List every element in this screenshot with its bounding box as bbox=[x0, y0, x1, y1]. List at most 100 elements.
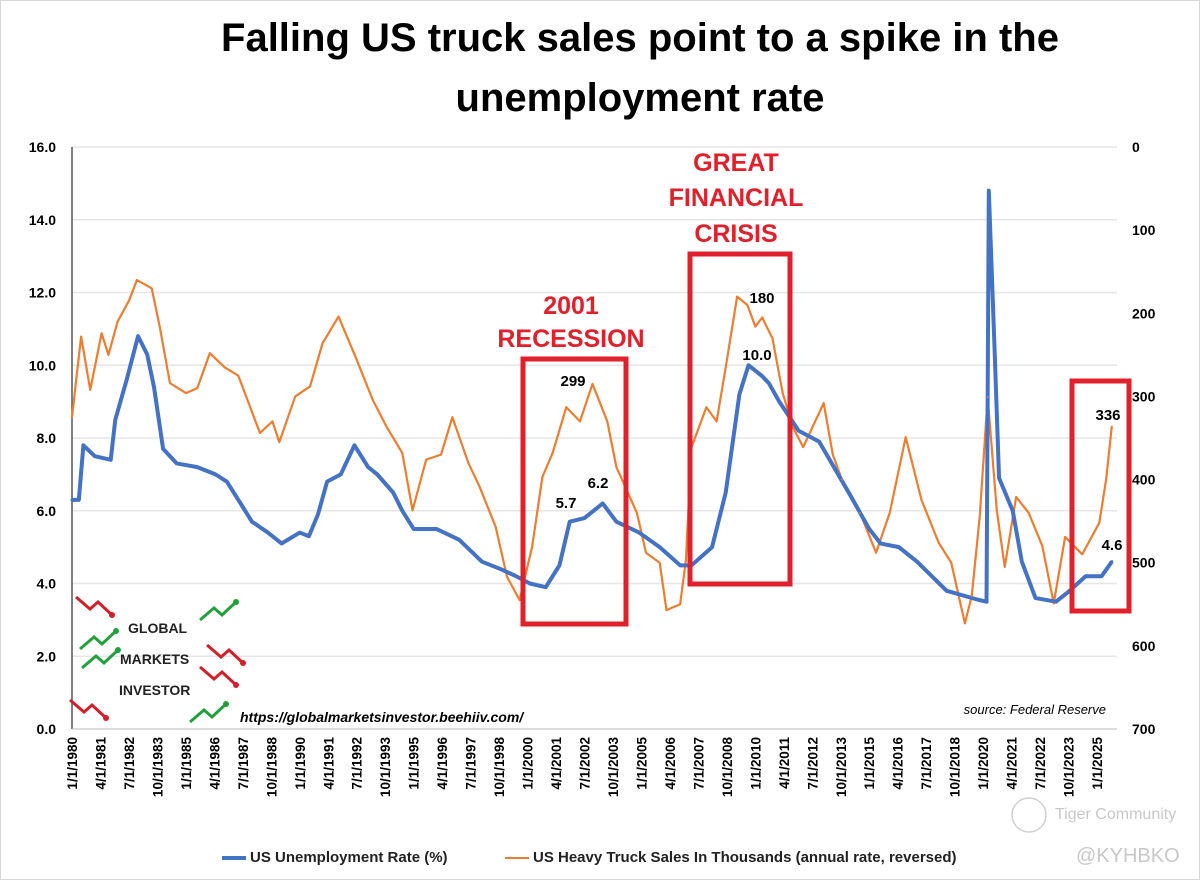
unemployment-point bbox=[1084, 574, 1088, 578]
data-label-5-7: 5.7 bbox=[556, 495, 577, 512]
highlight-box-2025 bbox=[1069, 378, 1132, 614]
truck-sales-point bbox=[440, 453, 442, 456]
unemployment-point bbox=[375, 472, 379, 476]
truck-sales-point bbox=[888, 511, 891, 514]
truck-sales-point bbox=[715, 420, 718, 423]
logo-arrowhead-icon bbox=[115, 647, 121, 653]
x-tick-label: 1/1/2015 bbox=[862, 737, 877, 790]
x-tick-label: 4/1/2001 bbox=[549, 737, 564, 790]
truck-sales-point bbox=[116, 320, 119, 323]
truck-sales-point bbox=[80, 335, 83, 338]
logo-text-markets: MARKETS bbox=[120, 651, 189, 667]
truck-sales-point bbox=[337, 315, 340, 318]
legend-item-trucks: US Heavy Truck Sales In Thousands (annua… bbox=[505, 849, 957, 866]
truck-sales-point bbox=[321, 342, 324, 345]
y-tick-left: 0.0 bbox=[37, 721, 57, 737]
x-tick-label: 10/1/2023 bbox=[1062, 737, 1077, 798]
truck-sales-point bbox=[1064, 536, 1067, 538]
truck-sales-point bbox=[136, 279, 138, 281]
annotation-financial: FINANCIAL bbox=[669, 184, 804, 212]
unemployment-point bbox=[568, 520, 572, 524]
unemployment-point bbox=[847, 491, 851, 495]
unemployment-point bbox=[1020, 560, 1024, 564]
logo-up-arrow-icon bbox=[189, 702, 228, 724]
chart-title-line-1: Falling US truck sales point to a spike … bbox=[221, 16, 1059, 60]
truck-sales-point bbox=[978, 516, 981, 518]
unemployment-point bbox=[298, 531, 302, 535]
unemployment-point bbox=[760, 374, 764, 378]
truck-sales-point bbox=[615, 466, 618, 468]
unemployment-point bbox=[195, 465, 199, 469]
truck-sales-point bbox=[158, 325, 161, 328]
x-tick-label: 1/1/1985 bbox=[179, 737, 194, 790]
source-note: source: Federal Reserve bbox=[964, 702, 1106, 717]
truck-sales-point bbox=[665, 609, 668, 612]
truck-sales-point bbox=[724, 366, 727, 369]
truck-sales-point bbox=[1110, 425, 1113, 428]
unemployment-point bbox=[867, 527, 871, 531]
unemployment-point bbox=[945, 589, 949, 593]
unemployment-point bbox=[152, 385, 156, 389]
highlight-box-2001-recession bbox=[520, 356, 629, 627]
truck-sales-point bbox=[184, 392, 187, 395]
unemployment-point bbox=[985, 600, 989, 604]
annotation-crisis: CRISIS bbox=[694, 220, 777, 248]
watermark-handle: @KYHBKO bbox=[1076, 845, 1180, 867]
unemployment-point bbox=[1011, 509, 1015, 513]
y-tick-left: 14.0 bbox=[29, 212, 56, 228]
unemployment-point bbox=[879, 541, 883, 545]
unemployment-point bbox=[614, 520, 618, 524]
y-tick-left: 4.0 bbox=[37, 576, 57, 592]
unemployment-point bbox=[280, 541, 284, 545]
logo-arrowhead-icon bbox=[113, 628, 119, 634]
legend-item-unemployment: US Unemployment Rate (%) bbox=[222, 849, 448, 866]
logo-up-arrow-icon bbox=[79, 629, 118, 651]
unemployment-point bbox=[77, 498, 81, 502]
x-tick-label: 10/1/2003 bbox=[606, 737, 621, 798]
y-tick-right: 400 bbox=[1132, 472, 1156, 488]
logo-arrowhead-icon bbox=[233, 599, 239, 605]
truck-sales-point bbox=[223, 366, 226, 369]
truck-sales-point bbox=[1003, 565, 1006, 568]
x-tick-label: 10/1/2008 bbox=[720, 737, 735, 798]
truck-sales-point bbox=[541, 476, 544, 478]
x-tick-label: 10/1/2013 bbox=[834, 737, 849, 798]
unemployment-point bbox=[583, 516, 586, 520]
x-tick-label: 4/1/1981 bbox=[93, 737, 108, 790]
unemployment-point bbox=[601, 501, 605, 505]
logo-arrowhead-icon bbox=[233, 682, 239, 688]
y-tick-right: 700 bbox=[1132, 721, 1156, 737]
truck-sales-point bbox=[326, 334, 329, 337]
unemployment-point bbox=[817, 440, 821, 444]
truck-sales-point bbox=[1105, 478, 1108, 481]
logo-down-arrow-icon bbox=[206, 643, 245, 665]
truck-sales-point bbox=[937, 541, 940, 544]
x-tick-label: 4/1/2016 bbox=[891, 737, 906, 790]
x-tick-label: 1/1/2020 bbox=[976, 737, 991, 790]
truck-sales-point bbox=[986, 396, 989, 399]
truck-sales-point bbox=[802, 446, 805, 449]
truck-sales-point bbox=[840, 478, 843, 481]
truck-sales-point bbox=[1027, 511, 1030, 514]
unemployment-point bbox=[678, 563, 682, 567]
x-tick-label: 7/1/1997 bbox=[464, 737, 479, 790]
unemployment-point bbox=[239, 501, 243, 505]
truck-sales-point bbox=[401, 452, 404, 454]
website-url: https://globalmarketsinvestor.beehiiv.co… bbox=[240, 709, 525, 725]
data-label-4-6: 4.6 bbox=[1102, 537, 1123, 554]
data-label-180: 180 bbox=[749, 290, 774, 307]
x-tick-label: 7/1/2022 bbox=[1033, 737, 1048, 790]
x-tick-label: 1/1/1990 bbox=[293, 737, 308, 790]
unemployment-point bbox=[70, 498, 74, 502]
unemployment-point bbox=[897, 545, 901, 549]
x-tick-label: 7/1/1987 bbox=[236, 737, 251, 790]
truck-sales-point bbox=[150, 287, 153, 290]
annotation-2001: 2001 bbox=[543, 292, 599, 320]
logo-down-arrow-icon bbox=[75, 595, 114, 617]
unemployment-point bbox=[109, 458, 113, 462]
x-tick-label: 1/1/2010 bbox=[748, 737, 763, 790]
unemployment-point bbox=[797, 429, 801, 433]
truck-sales-point bbox=[278, 441, 281, 444]
logo-text-investor: INVESTOR bbox=[119, 682, 190, 698]
truck-sales-point bbox=[506, 575, 508, 578]
